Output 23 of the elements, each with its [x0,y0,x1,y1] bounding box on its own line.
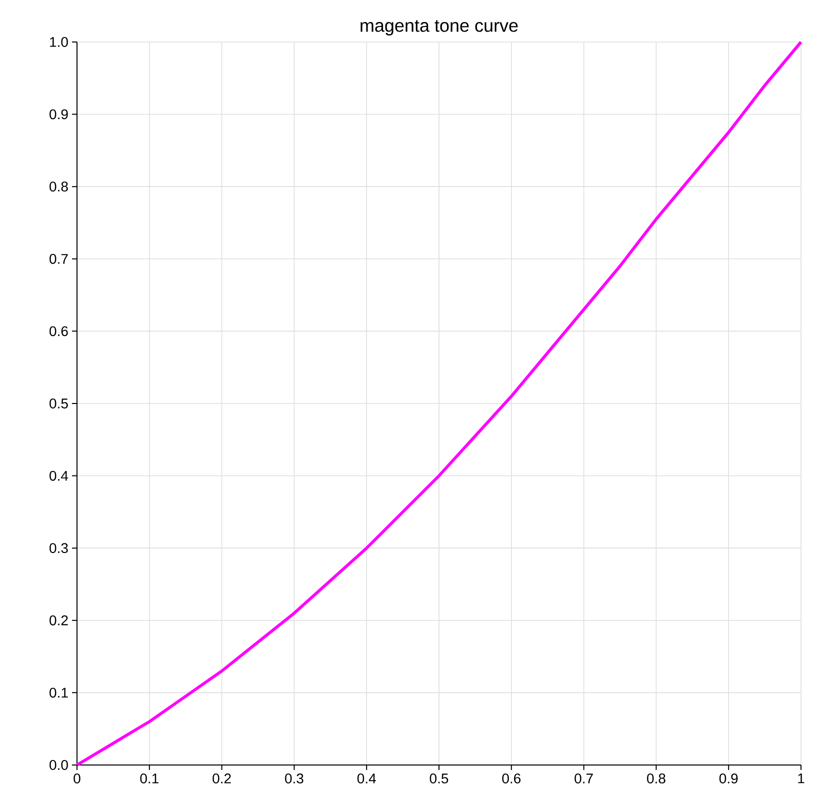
x-tick-label: 0 [74,774,80,784]
y-tick-label: 1.0 [50,37,68,47]
y-tick-label: 0.2 [50,615,68,626]
x-tick-label: 0.9 [719,774,738,784]
x-tick-label: 0.2 [212,774,231,784]
x-tick-label: 0.4 [357,774,376,784]
y-tick-label: 0.6 [50,326,68,336]
x-tick-label: 0.3 [285,774,304,784]
x-tick-label: 0.6 [502,774,521,784]
y-tick-label: 0.0 [50,760,68,770]
x-tick-label: 0.8 [647,774,666,784]
y-tick-label: 0.7 [50,254,68,264]
x-tick-label: 0.5 [430,774,448,784]
y-tick-label: 0.4 [50,470,68,481]
x-tick-label: 0.7 [574,774,593,784]
x-tick-label: 0.1 [140,774,158,784]
y-tick-label: 0.1 [50,688,68,698]
y-tick-label: 0.5 [50,398,68,408]
chart-title: magenta tone curve [360,20,518,36]
y-tick-label: 0.9 [50,109,68,120]
x-tick-label: 1 [798,774,804,784]
y-tick-label: 0.8 [50,182,68,192]
y-tick-label: 0.3 [50,543,68,554]
